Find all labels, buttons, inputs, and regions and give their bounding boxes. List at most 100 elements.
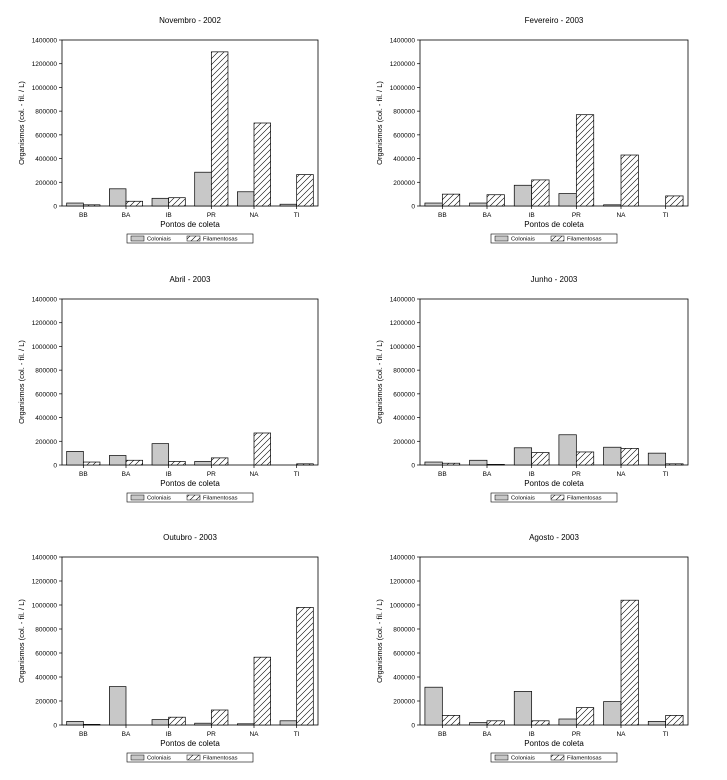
y-tick-label: 1000000 (32, 344, 58, 351)
y-tick-label: 1200000 (390, 320, 416, 327)
x-tick-label: NA (616, 212, 626, 219)
bar-coloniais-ba (469, 459, 488, 466)
bar-filamentosas-na (253, 432, 271, 466)
y-tick-label: 200000 (393, 180, 415, 187)
legend-label-coloniais: Coloniais (147, 237, 171, 243)
bar-filamentosas-pr (210, 457, 229, 466)
bar-coloniais-bb (424, 202, 443, 207)
y-tick-label: 600000 (35, 132, 57, 139)
y-tick-label: 800000 (35, 627, 57, 634)
legend-label-filamentosas: Filamentosas (567, 237, 602, 243)
x-axis-label: Pontos de coleta (524, 220, 584, 229)
bar-coloniais-ib (151, 719, 170, 726)
legend-label-filamentosas: Filamentosas (567, 496, 602, 502)
bar-coloniais-ib (513, 447, 533, 466)
bar-coloniais-na (603, 701, 622, 726)
y-tick-label: 1400000 (390, 555, 416, 562)
bar-coloniais-ib (513, 184, 533, 207)
y-tick-label: 200000 (393, 699, 415, 706)
x-tick-label: IB (529, 212, 535, 219)
bar-filamentosas-ib (168, 461, 186, 466)
y-tick-label: 1000000 (32, 603, 58, 610)
bar-coloniais-pr (558, 434, 577, 466)
x-tick-label: IB (166, 212, 172, 219)
x-tick-label: BA (483, 731, 492, 738)
y-tick-label: 600000 (35, 651, 57, 658)
legend-label-filamentosas: Filamentosas (203, 496, 238, 502)
bar-coloniais-na (237, 723, 255, 726)
y-tick-label: 800000 (35, 368, 57, 375)
y-tick-label: 400000 (393, 156, 415, 163)
y-tick-label: 1400000 (390, 297, 416, 304)
y-tick-label: 1200000 (32, 320, 58, 327)
y-tick-label: 1400000 (32, 38, 58, 45)
chart-panel-5: Outubro - 2003 0 200000 400000 600000 800000 1… (17, 533, 319, 763)
legend-label-coloniais: Coloniais (147, 756, 171, 762)
x-tick-label: BA (122, 731, 131, 738)
y-tick-label: 1000000 (390, 85, 416, 92)
bar-filamentosas-ib (531, 179, 550, 207)
bar-coloniais-bb (66, 721, 84, 726)
y-tick-label: 200000 (35, 439, 57, 446)
x-axis-label: Pontos de coleta (524, 479, 584, 488)
x-axis-label: Pontos de coleta (160, 739, 220, 748)
y-tick-label: 1200000 (390, 61, 416, 68)
chart-panel-2: Fevereiro - 2003 0 200000 400000 600000 80000… (375, 16, 689, 244)
bar-filamentosas-ti (296, 463, 314, 466)
bar-filamentosas-ti (296, 174, 314, 207)
legend: Coloniais Filamentosas (490, 752, 618, 763)
y-tick-label: 600000 (393, 391, 415, 398)
chart-title: Junho - 2003 (531, 275, 578, 284)
bar-filamentosas-ba (486, 194, 505, 207)
x-tick-label: PR (572, 212, 581, 219)
bar-coloniais-ib (151, 197, 170, 207)
bar-filamentosas-pr (210, 51, 229, 207)
x-tick-label: NA (249, 212, 259, 219)
bar-coloniais-pr (194, 722, 212, 726)
y-tick-label: 1000000 (390, 344, 416, 351)
bar-coloniais-na (237, 191, 255, 207)
bar-coloniais-ba (469, 202, 488, 207)
y-tick-label: 400000 (393, 415, 415, 422)
x-tick-label: TI (663, 471, 669, 478)
x-tick-label: NA (249, 731, 259, 738)
legend-swatch-filamentosas (550, 235, 565, 242)
x-tick-label: NA (249, 471, 259, 478)
chart-title: Novembro - 2002 (159, 16, 221, 25)
bar-filamentosas-bb (82, 724, 101, 726)
legend: Coloniais Filamentosas (126, 752, 254, 763)
legend-swatch-filamentosas (186, 235, 201, 242)
x-tick-label: BA (483, 471, 492, 478)
y-tick-label: 1400000 (390, 38, 416, 45)
y-tick-label: 800000 (393, 368, 415, 375)
y-tick-label: 0 (411, 204, 415, 211)
y-tick-label: 200000 (35, 699, 57, 706)
y-tick-label: 800000 (393, 109, 415, 116)
bar-filamentosas-ti (665, 715, 684, 726)
legend-swatch-filamentosas (186, 754, 201, 761)
x-tick-label: PR (572, 471, 581, 478)
bar-filamentosas-ti (665, 195, 684, 207)
legend-label-coloniais: Coloniais (147, 496, 171, 502)
x-axis-label: Pontos de coleta (160, 220, 220, 229)
y-tick-label: 400000 (35, 675, 57, 682)
plot-frame (61, 556, 319, 726)
legend: Coloniais Filamentosas (490, 233, 618, 244)
chart-panel-3: Abril - 2003 0 200000 400000 600000 800000 100… (17, 275, 319, 503)
bar-filamentosas-ti (665, 463, 684, 466)
bar-filamentosas-na (620, 599, 639, 726)
y-tick-label: 0 (411, 463, 415, 470)
x-tick-label: BB (438, 212, 447, 219)
legend-label-filamentosas: Filamentosas (203, 237, 238, 243)
bar-filamentosas-ti (296, 607, 314, 726)
y-tick-label: 1400000 (32, 297, 58, 304)
x-axis-label: Pontos de coleta (524, 739, 584, 748)
bar-filamentosas-ib (531, 720, 550, 726)
y-tick-label: 1200000 (390, 579, 416, 586)
legend-swatch-coloniais (130, 235, 145, 242)
y-axis-label: Organismos (col. - fil. / L) (375, 340, 384, 424)
bar-filamentosas-ba (486, 720, 505, 726)
y-tick-label: 200000 (393, 439, 415, 446)
x-tick-label: TI (294, 731, 300, 738)
y-tick-label: 1200000 (32, 579, 58, 586)
